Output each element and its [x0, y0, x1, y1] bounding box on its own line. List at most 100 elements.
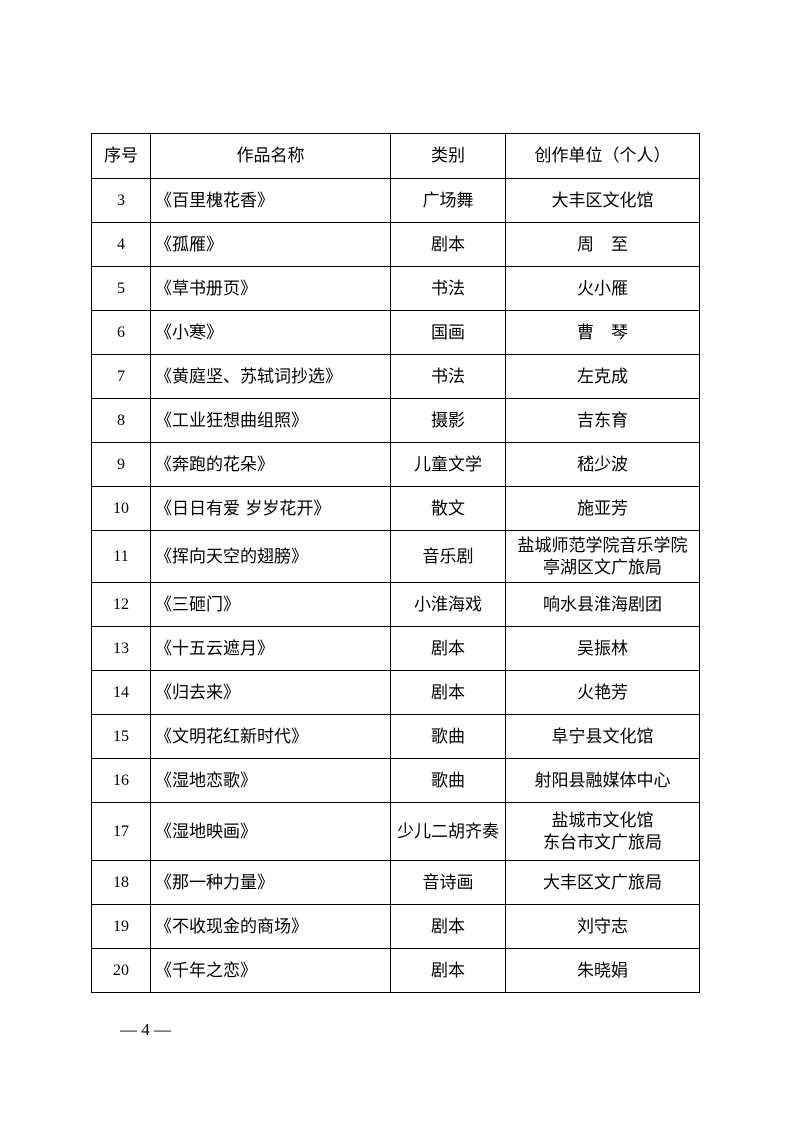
table-row: 17 《湿地映画》 少儿二胡齐奏 盐城市文化馆 东台市文广旅局	[91, 802, 700, 861]
creator-line: 盐城市文化馆	[551, 810, 654, 831]
creator-line: 火小雁	[577, 278, 628, 299]
work-title: 《奔跑的花朵》	[150, 442, 391, 487]
work-title: 《归去来》	[150, 670, 391, 715]
header-title: 作品名称	[150, 133, 391, 179]
row-number: 12	[91, 582, 151, 627]
creator-line: 吴振林	[577, 638, 628, 659]
work-title: 《十五云遮月》	[150, 626, 391, 671]
row-number: 5	[91, 266, 151, 311]
creator-line: 周 至	[577, 234, 628, 255]
work-creator: 大丰区文广旅局	[505, 860, 700, 905]
work-category: 音乐剧	[390, 530, 506, 583]
work-title: 《千年之恋》	[150, 948, 391, 993]
work-creator: 盐城市文化馆 东台市文广旅局	[505, 802, 700, 861]
row-number: 10	[91, 486, 151, 531]
row-number: 7	[91, 354, 151, 399]
work-category: 书法	[390, 266, 506, 311]
creator-line: 阜宁县文化馆	[551, 726, 654, 747]
table-row: 9 《奔跑的花朵》 儿童文学 嵇少波	[91, 442, 700, 487]
work-category: 小淮海戏	[390, 582, 506, 627]
work-title: 《工业狂想曲组照》	[150, 398, 391, 443]
row-number: 20	[91, 948, 151, 993]
work-category: 音诗画	[390, 860, 506, 905]
work-category: 歌曲	[390, 714, 506, 759]
header-creator: 创作单位（个人）	[505, 133, 700, 179]
work-title: 《百里槐花香》	[150, 178, 391, 223]
row-number: 14	[91, 670, 151, 715]
row-number: 16	[91, 758, 151, 803]
creator-line: 火艳芳	[577, 682, 628, 703]
work-title: 《三砸门》	[150, 582, 391, 627]
row-number: 9	[91, 442, 151, 487]
table-row: 12 《三砸门》 小淮海戏 响水县淮海剧团	[91, 582, 700, 627]
table-row: 14 《归去来》 剧本 火艳芳	[91, 670, 700, 715]
creator-line: 吉东育	[577, 410, 628, 431]
work-title: 《挥向天空的翅膀》	[150, 530, 391, 583]
row-number: 8	[91, 398, 151, 443]
creator-line: 左克成	[577, 366, 628, 387]
work-creator: 刘守志	[505, 904, 700, 949]
work-title: 《文明花红新时代》	[150, 714, 391, 759]
table-row: 15 《文明花红新时代》 歌曲 阜宁县文化馆	[91, 714, 700, 759]
work-title: 《那一种力量》	[150, 860, 391, 905]
row-number: 11	[91, 530, 151, 583]
work-creator: 阜宁县文化馆	[505, 714, 700, 759]
work-creator: 火小雁	[505, 266, 700, 311]
works-table: 序号 作品名称 类别 创作单位（个人） 3 《百里槐花香》 广场舞 大丰区文化馆 4 《孤…	[91, 133, 700, 993]
creator-line: 施亚芳	[577, 498, 628, 519]
work-creator: 嵇少波	[505, 442, 700, 487]
header-number: 序号	[91, 133, 151, 179]
table-row: 8 《工业狂想曲组照》 摄影 吉东育	[91, 398, 700, 443]
work-title: 《不收现金的商场》	[150, 904, 391, 949]
creator-line: 刘守志	[577, 916, 628, 937]
creator-line: 射阳县融媒体中心	[534, 770, 671, 791]
work-category: 儿童文学	[390, 442, 506, 487]
work-title: 《湿地映画》	[150, 802, 391, 861]
work-category: 少儿二胡齐奏	[390, 802, 506, 861]
work-title: 《小寒》	[150, 310, 391, 355]
table-row: 19 《不收现金的商场》 剧本 刘守志	[91, 904, 700, 949]
work-creator: 施亚芳	[505, 486, 700, 531]
row-number: 4	[91, 222, 151, 267]
work-creator: 曹 琴	[505, 310, 700, 355]
work-creator: 朱晓娟	[505, 948, 700, 993]
work-category: 剧本	[390, 670, 506, 715]
row-number: 13	[91, 626, 151, 671]
table-row: 11 《挥向天空的翅膀》 音乐剧 盐城师范学院音乐学院 亭湖区文广旅局	[91, 530, 700, 583]
row-number: 15	[91, 714, 151, 759]
table-header-row: 序号 作品名称 类别 创作单位（个人）	[91, 133, 700, 179]
work-creator: 大丰区文化馆	[505, 178, 700, 223]
work-title: 《孤雁》	[150, 222, 391, 267]
work-category: 剧本	[390, 222, 506, 267]
creator-line: 亭湖区文广旅局	[543, 557, 662, 578]
work-creator: 左克成	[505, 354, 700, 399]
work-category: 剧本	[390, 948, 506, 993]
work-creator: 吴振林	[505, 626, 700, 671]
work-category: 书法	[390, 354, 506, 399]
table-row: 20 《千年之恋》 剧本 朱晓娟	[91, 948, 700, 993]
table-row: 18 《那一种力量》 音诗画 大丰区文广旅局	[91, 860, 700, 905]
work-title: 《日日有爱 岁岁花开》	[150, 486, 391, 531]
work-category: 散文	[390, 486, 506, 531]
table-row: 16 《湿地恋歌》 歌曲 射阳县融媒体中心	[91, 758, 700, 803]
work-category: 剧本	[390, 904, 506, 949]
creator-line: 曹 琴	[577, 322, 628, 343]
row-number: 18	[91, 860, 151, 905]
creator-line: 嵇少波	[577, 454, 628, 475]
work-creator: 响水县淮海剧团	[505, 582, 700, 627]
table-row: 13 《十五云遮月》 剧本 吴振林	[91, 626, 700, 671]
header-category: 类别	[390, 133, 506, 179]
creator-line: 东台市文广旅局	[543, 832, 662, 853]
work-creator: 吉东育	[505, 398, 700, 443]
page-number: — 4 —	[120, 1020, 171, 1039]
creator-line: 盐城师范学院音乐学院	[517, 535, 688, 556]
table-row: 5 《草书册页》 书法 火小雁	[91, 266, 700, 311]
work-category: 国画	[390, 310, 506, 355]
work-creator: 射阳县融媒体中心	[505, 758, 700, 803]
work-category: 剧本	[390, 626, 506, 671]
work-title: 《黄庭坚、苏轼词抄选》	[150, 354, 391, 399]
work-creator: 周 至	[505, 222, 700, 267]
creator-line: 大丰区文化馆	[551, 190, 654, 211]
creator-line: 大丰区文广旅局	[543, 872, 662, 893]
table-body: 3 《百里槐花香》 广场舞 大丰区文化馆 4 《孤雁》 剧本 周 至 5 《草书册页》 书法 火小雁 6…	[91, 178, 700, 993]
